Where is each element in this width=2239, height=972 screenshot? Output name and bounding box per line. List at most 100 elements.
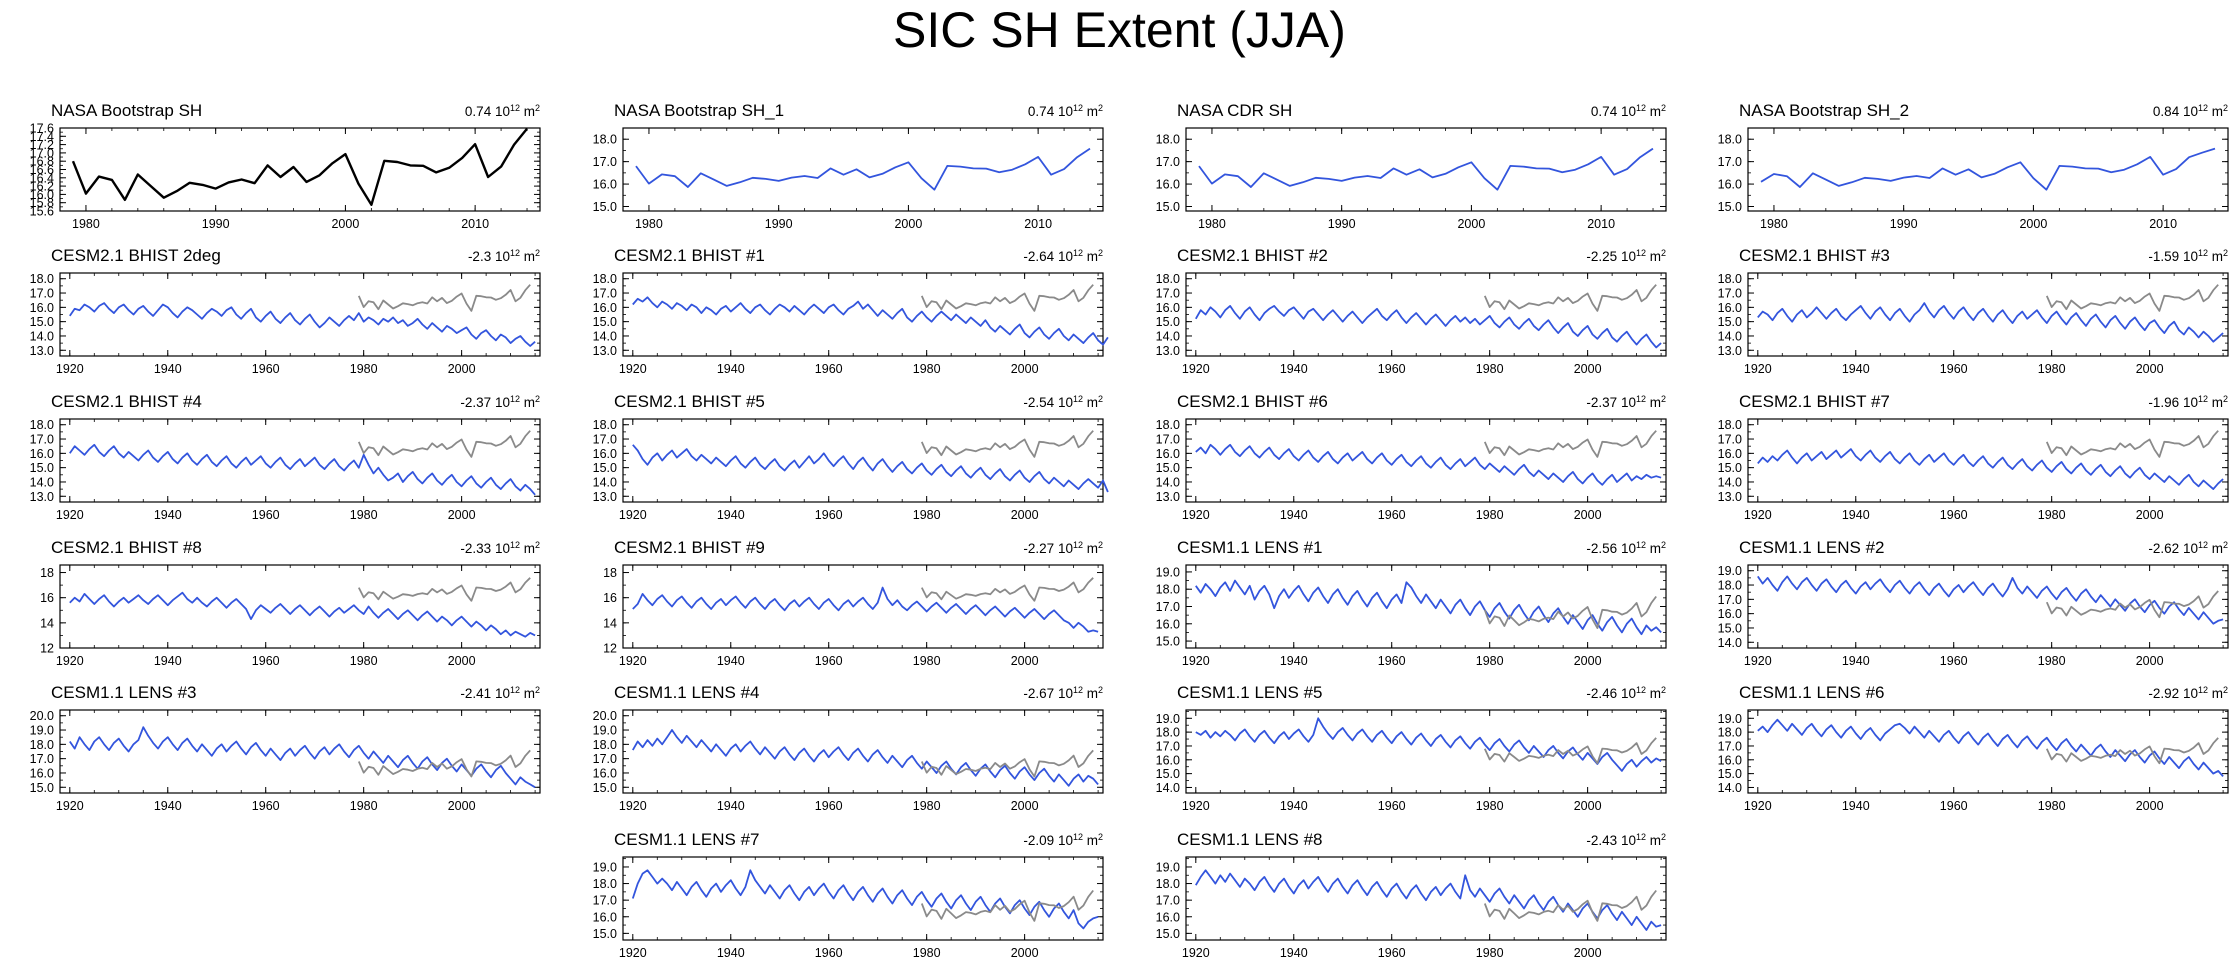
series-line-model [1757, 575, 2224, 625]
series-line-model [69, 591, 536, 638]
y-tick-label: 16.0 [593, 447, 617, 461]
y-tick-label: 17.4 [30, 130, 54, 144]
chart-panel: CESM2.1 BHIST #5 -2.54 1012 m2 13.014.015.… [593, 392, 1109, 522]
x-tick-label: 1980 [2038, 654, 2066, 668]
y-tick-label: 16.8 [30, 155, 54, 169]
x-tick-label: 1980 [2038, 508, 2066, 522]
panel-trend: -2.41 1012 m2 [460, 685, 540, 701]
panel-trend: -2.09 1012 m2 [1023, 832, 1103, 848]
x-tick-label: 1940 [1842, 362, 1870, 376]
x-tick-label: 1940 [1280, 654, 1308, 668]
chart-panel: CESM1.1 LENS #3 -2.41 1012 m2 15.016.017.0… [30, 683, 541, 813]
y-tick-label: 16.0 [1718, 753, 1742, 767]
panel-title: CESM1.1 LENS #3 [51, 683, 197, 702]
y-tick-label: 14.0 [593, 475, 617, 489]
chart-panel: CESM1.1 LENS #7 -2.09 1012 m2 15.0 16.0 17.0… [593, 830, 1104, 960]
chart-panel: CESM2.1 BHIST 2deg -2.3 1012 m2 13.014.015… [30, 246, 541, 376]
plot-frame [1185, 564, 1667, 649]
panel-trend: -1.96 1012 m2 [2148, 394, 2228, 410]
x-tick-label: 2000 [1574, 946, 1602, 960]
y-tick-label: 13.0 [30, 344, 54, 358]
x-tick-label: 1960 [815, 362, 843, 376]
x-tick-label: 1940 [1842, 799, 1870, 813]
panel-title: CESM2.1 BHIST #9 [614, 538, 765, 557]
x-tick-label: 1960 [815, 946, 843, 960]
y-tick-label: 15.0 [1156, 461, 1180, 475]
y-tick-label: 15.0 [1156, 927, 1180, 941]
plot-frame [59, 272, 541, 357]
y-tick-label: 14.0 [1718, 475, 1742, 489]
y-tick-label: 14.0 [30, 329, 54, 343]
y-tick-label: 15.0 [1156, 200, 1180, 214]
y-tick-label: 18.0 [593, 272, 617, 286]
chart-panel: CESM2.1 BHIST #7 -1.96 1012 m2 13.014.015.… [1718, 392, 2229, 522]
panel-title: CESM1.1 LENS #8 [1177, 830, 1323, 849]
panel-title: NASA CDR SH [1177, 101, 1292, 120]
y-tick-label: 14.0 [1718, 636, 1742, 650]
chart-panel: CESM1.1 LENS #1 -2.56 1012 m2 15.0 16.0 17.0… [1156, 538, 1667, 668]
y-tick-label: 17.0 [593, 752, 617, 766]
y-tick-label: 19.0 [593, 860, 617, 874]
x-tick-label: 1980 [2038, 799, 2066, 813]
x-tick-label: 1980 [1198, 217, 1226, 231]
chart-panel: CESM2.1 BHIST #3 -1.59 1012 m2 13.014.015.… [1718, 246, 2229, 376]
series-line-model [1757, 718, 2224, 777]
y-tick-label: 18.0 [593, 877, 617, 891]
x-tick-label: 1920 [1182, 946, 1210, 960]
x-tick-label: 1940 [1842, 654, 1870, 668]
x-tick-label: 1920 [1182, 362, 1210, 376]
x-tick-label: 1980 [350, 362, 378, 376]
y-tick-label: 18.0 [1718, 418, 1742, 432]
x-tick-label: 2000 [1457, 217, 1485, 231]
y-tick-label: 16.0 [1718, 607, 1742, 621]
x-tick-label: 1980 [913, 946, 941, 960]
x-tick-label: 1920 [619, 799, 647, 813]
plot-frame [59, 564, 541, 649]
y-tick-label: 16.0 [30, 447, 54, 461]
series-line-obs [1483, 595, 1657, 629]
chart-panel: NASA Bootstrap SH 0.74 1012 m215.615.816.… [30, 101, 541, 231]
panel-title: CESM2.1 BHIST #3 [1739, 246, 1890, 265]
x-tick-label: 1960 [252, 508, 280, 522]
plot-frame [1185, 127, 1667, 212]
y-tick-label: 16.6 [30, 163, 54, 177]
x-tick-label: 1980 [350, 654, 378, 668]
x-tick-label: 1960 [1378, 508, 1406, 522]
panel-trend: -1.59 1012 m2 [2148, 248, 2228, 264]
x-tick-label: 1940 [1280, 362, 1308, 376]
chart-panel: CESM2.1 BHIST #4 -2.37 1012 m2 13.014.015.… [30, 392, 541, 522]
chart-panel: CESM1.1 LENS #6 -2.92 1012 m2 14.015.016.0… [1718, 683, 2229, 813]
plot-frame [622, 418, 1104, 503]
y-tick-label: 16.0 [30, 766, 54, 780]
y-tick-label: 16.0 [30, 301, 54, 315]
x-tick-label: 2000 [1574, 362, 1602, 376]
x-tick-label: 2000 [1011, 508, 1039, 522]
y-tick-label: 17.0 [1718, 287, 1742, 301]
y-tick-label: 15.0 [1718, 767, 1742, 781]
series-line-model [1195, 443, 1662, 486]
x-tick-label: 1920 [1182, 508, 1210, 522]
y-tick-label: 18.0 [1718, 133, 1742, 147]
y-tick-label: 19.0 [1718, 564, 1742, 578]
x-tick-label: 1960 [1940, 508, 1968, 522]
x-tick-label: 1980 [913, 362, 941, 376]
panel-trend: -2.64 1012 m2 [1023, 248, 1103, 264]
x-tick-label: 1940 [154, 362, 182, 376]
plot-frame [1747, 127, 2229, 212]
series-line-obs [1483, 430, 1657, 458]
plot-frame [1747, 418, 2229, 503]
panel-title: CESM1.1 LENS #5 [1177, 683, 1323, 702]
panel-title: CESM2.1 BHIST #2 [1177, 246, 1328, 265]
y-tick-label: 16.0 [593, 766, 617, 780]
y-tick-label: 15.0 [593, 781, 617, 795]
panel-trend: 0.74 1012 m2 [465, 103, 540, 119]
y-tick-label: 18.0 [30, 272, 54, 286]
x-tick-label: 2000 [1011, 362, 1039, 376]
x-tick-label: 2010 [461, 217, 489, 231]
series-line-obs [357, 430, 531, 458]
panel-title: CESM1.1 LENS #6 [1739, 683, 1885, 702]
panel-trend: -2.67 1012 m2 [1023, 685, 1103, 701]
y-tick-label: 18.0 [1718, 726, 1742, 740]
y-tick-label: 13.0 [593, 490, 617, 504]
x-tick-label: 1920 [56, 654, 84, 668]
